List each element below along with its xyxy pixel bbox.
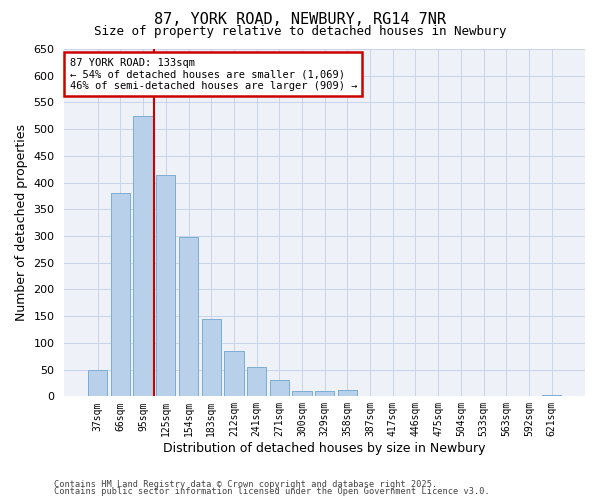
Bar: [292, 391, 311, 396]
Y-axis label: Number of detached properties: Number of detached properties: [15, 124, 28, 321]
Bar: [156, 174, 175, 396]
Bar: [269, 380, 289, 396]
Text: 87 YORK ROAD: 133sqm
← 54% of detached houses are smaller (1,069)
46% of semi-de: 87 YORK ROAD: 133sqm ← 54% of detached h…: [70, 58, 357, 91]
Bar: [315, 391, 334, 396]
Text: 87, YORK ROAD, NEWBURY, RG14 7NR: 87, YORK ROAD, NEWBURY, RG14 7NR: [154, 12, 446, 28]
Bar: [88, 370, 107, 396]
Text: Size of property relative to detached houses in Newbury: Size of property relative to detached ho…: [94, 25, 506, 38]
Text: Contains HM Land Registry data © Crown copyright and database right 2025.: Contains HM Land Registry data © Crown c…: [54, 480, 437, 489]
Bar: [224, 351, 244, 397]
Bar: [202, 319, 221, 396]
Bar: [179, 237, 198, 396]
Bar: [338, 390, 357, 396]
Bar: [133, 116, 153, 396]
Bar: [111, 194, 130, 396]
X-axis label: Distribution of detached houses by size in Newbury: Distribution of detached houses by size …: [163, 442, 486, 455]
Bar: [247, 367, 266, 396]
Text: Contains public sector information licensed under the Open Government Licence v3: Contains public sector information licen…: [54, 487, 490, 496]
